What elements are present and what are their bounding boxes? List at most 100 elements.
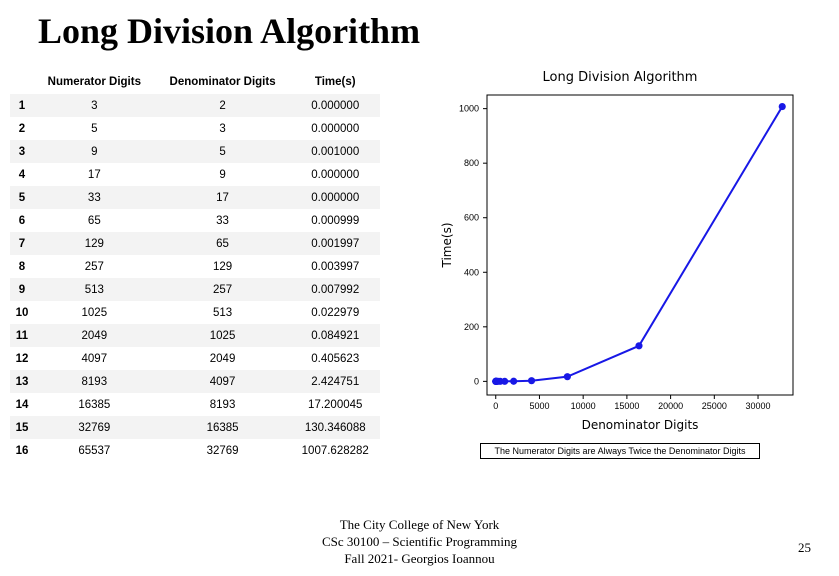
page-title: Long Division Algorithm	[0, 0, 839, 52]
svg-text:5000: 5000	[529, 401, 549, 411]
table-cell: 65	[155, 232, 291, 255]
table-cell: 4097	[34, 347, 155, 370]
row-index: 5	[10, 186, 34, 209]
svg-text:400: 400	[464, 267, 479, 277]
table-cell: 1025	[155, 324, 291, 347]
table-cell: 130.346088	[290, 416, 380, 439]
table-cell: 0.007992	[290, 278, 380, 301]
table-cell: 65537	[34, 439, 155, 462]
table-cell: 9	[34, 140, 155, 163]
chart-title: Long Division Algorithm	[435, 70, 805, 85]
table-cell: 32769	[155, 439, 291, 462]
table-cell: 0.000000	[290, 186, 380, 209]
table-cell: 4097	[155, 370, 291, 393]
svg-text:10000: 10000	[571, 401, 596, 411]
table-cell: 0.084921	[290, 324, 380, 347]
table-cell: 0.000000	[290, 163, 380, 186]
table-cell: 0.405623	[290, 347, 380, 370]
table-cell: 257	[34, 255, 155, 278]
table-cell: 2049	[155, 347, 291, 370]
table-row: 533170.000000	[10, 186, 380, 209]
footer-line-3: Fall 2021- Georgios Ioannou	[0, 551, 839, 568]
table-cell: 17.200045	[290, 393, 380, 416]
footer: The City College of New York CSc 30100 –…	[0, 517, 839, 568]
table-cell: 513	[155, 301, 291, 324]
table-cell: 0.000000	[290, 117, 380, 140]
table-cell: 0.000999	[290, 209, 380, 232]
table-cell: 0.000000	[290, 94, 380, 117]
table-header: Time(s)	[290, 70, 380, 94]
table-cell: 17	[34, 163, 155, 186]
table-cell: 513	[34, 278, 155, 301]
footer-line-2: CSc 30100 – Scientific Programming	[0, 534, 839, 551]
table-cell: 2	[155, 94, 291, 117]
table-cell: 8193	[34, 370, 155, 393]
row-index: 11	[10, 324, 34, 347]
table-header: Numerator Digits	[34, 70, 155, 94]
table-cell: 5	[34, 117, 155, 140]
table-cell: 16385	[34, 393, 155, 416]
table-cell: 3	[155, 117, 291, 140]
table-cell: 0.003997	[290, 255, 380, 278]
row-index: 1	[10, 94, 34, 117]
table-cell: 129	[155, 255, 291, 278]
svg-text:20000: 20000	[658, 401, 683, 411]
table-cell: 32769	[34, 416, 155, 439]
svg-text:1000: 1000	[459, 104, 479, 114]
svg-text:0: 0	[493, 401, 498, 411]
table-row: 41790.000000	[10, 163, 380, 186]
table-row: 665330.000999	[10, 209, 380, 232]
table-row: 1320.000000	[10, 94, 380, 117]
table-cell: 0.001000	[290, 140, 380, 163]
row-index: 10	[10, 301, 34, 324]
svg-text:30000: 30000	[746, 401, 771, 411]
table-header	[10, 70, 34, 94]
table-row: 153276916385130.346088	[10, 416, 380, 439]
table-row: 1010255130.022979	[10, 301, 380, 324]
row-index: 15	[10, 416, 34, 439]
table-cell: 0.022979	[290, 301, 380, 324]
table-cell: 2.424751	[290, 370, 380, 393]
table-row: 3950.001000	[10, 140, 380, 163]
row-index: 8	[10, 255, 34, 278]
table-row: 7129650.001997	[10, 232, 380, 255]
table-cell: 33	[155, 209, 291, 232]
row-index: 2	[10, 117, 34, 140]
row-index: 14	[10, 393, 34, 416]
line-chart: 0200400600800100005000100001500020000250…	[435, 87, 805, 437]
table-row: 12409720490.405623	[10, 347, 380, 370]
table-row: 82571290.003997	[10, 255, 380, 278]
row-index: 7	[10, 232, 34, 255]
svg-text:0: 0	[474, 376, 479, 386]
svg-text:Time(s): Time(s)	[440, 223, 454, 269]
table-row: 1665537327691007.628282	[10, 439, 380, 462]
table-row: 95132570.007992	[10, 278, 380, 301]
row-index: 6	[10, 209, 34, 232]
footer-line-1: The City College of New York	[0, 517, 839, 534]
row-index: 9	[10, 278, 34, 301]
row-index: 3	[10, 140, 34, 163]
row-index: 12	[10, 347, 34, 370]
table-cell: 3	[34, 94, 155, 117]
data-table: Numerator DigitsDenominator DigitsTime(s…	[10, 70, 380, 462]
row-index: 4	[10, 163, 34, 186]
content-row: Numerator DigitsDenominator DigitsTime(s…	[0, 70, 839, 462]
chart-caption: The Numerator Digits are Always Twice th…	[480, 443, 760, 459]
table-cell: 16385	[155, 416, 291, 439]
svg-text:Denominator Digits: Denominator Digits	[582, 418, 699, 432]
table-cell: 129	[34, 232, 155, 255]
table-cell: 8193	[155, 393, 291, 416]
row-index: 13	[10, 370, 34, 393]
svg-text:800: 800	[464, 158, 479, 168]
table-cell: 257	[155, 278, 291, 301]
svg-text:25000: 25000	[702, 401, 727, 411]
table-row: 2530.000000	[10, 117, 380, 140]
row-index: 16	[10, 439, 34, 462]
table-row: 11204910250.084921	[10, 324, 380, 347]
table-cell: 65	[34, 209, 155, 232]
table-header: Denominator Digits	[155, 70, 291, 94]
chart-wrap: Long Division Algorithm 0200400600800100…	[435, 70, 805, 462]
table-cell: 17	[155, 186, 291, 209]
table-cell: 1025	[34, 301, 155, 324]
table-row: 13819340972.424751	[10, 370, 380, 393]
